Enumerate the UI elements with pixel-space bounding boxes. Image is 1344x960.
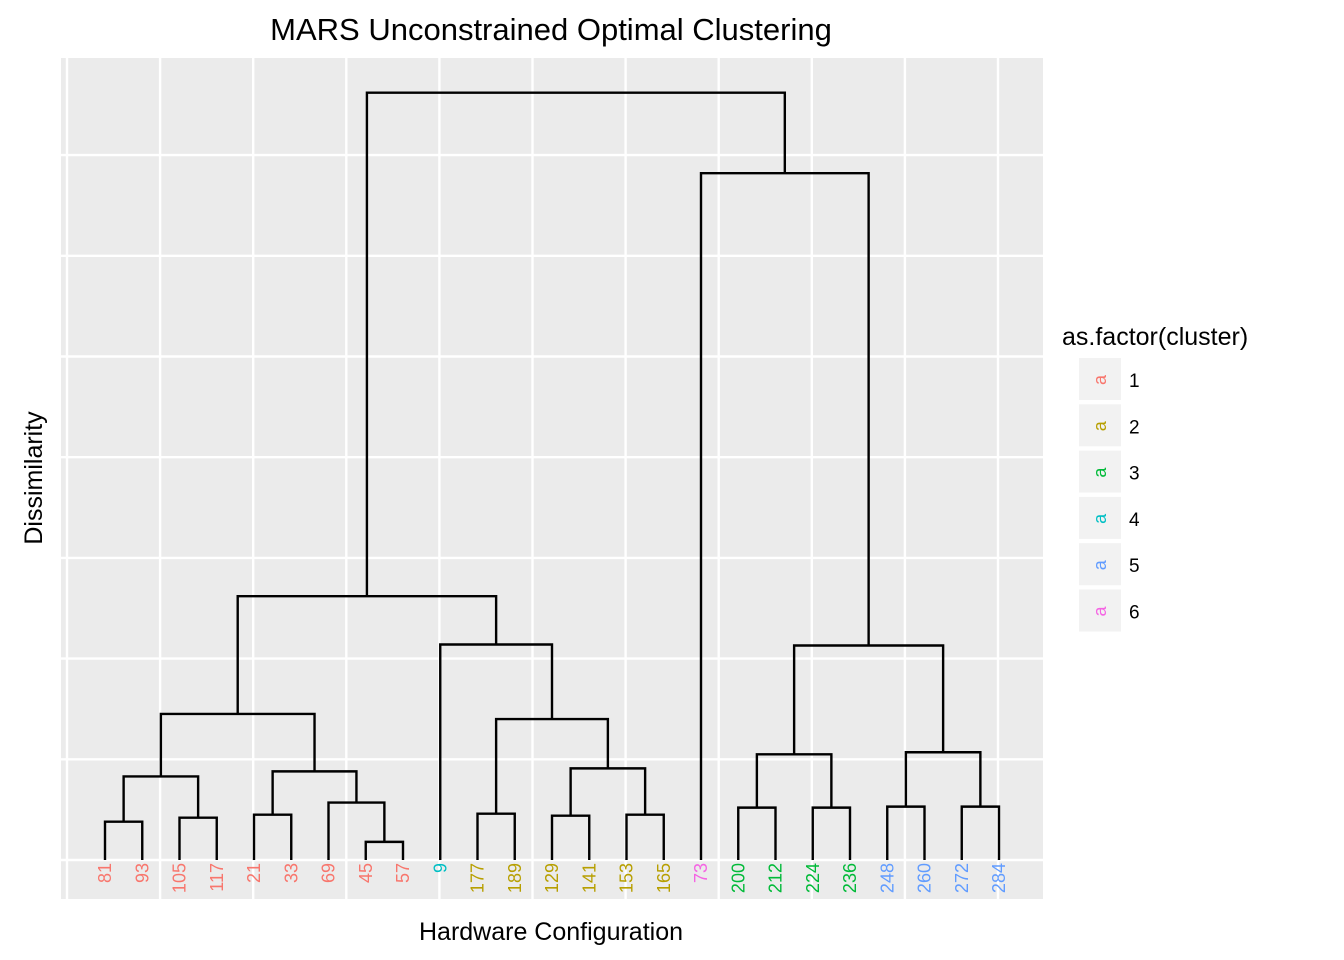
leaf-label: 93 — [132, 863, 152, 883]
leaf-label: 248 — [877, 863, 897, 893]
chart-title: MARS Unconstrained Optimal Clustering — [270, 12, 832, 47]
leaf-label: 57 — [393, 863, 413, 883]
legend-key-glyph: a — [1090, 606, 1110, 617]
legend-label: 5 — [1129, 556, 1140, 577]
legend-key-glyph: a — [1090, 513, 1110, 524]
leaf-label: 69 — [319, 863, 339, 883]
legend-key — [1079, 496, 1121, 539]
leaf-label: 212 — [766, 863, 786, 893]
legend-key — [1079, 358, 1121, 400]
legend-entries: a 1 a 2 a 3 a 4 a 5 a 6 — [1079, 358, 1140, 632]
leaf-label: 73 — [691, 863, 711, 883]
leaf-label: 117 — [207, 863, 227, 892]
legend-key — [1079, 543, 1121, 586]
leaf-label: 224 — [803, 863, 823, 893]
legend-label: 1 — [1129, 371, 1140, 392]
leaf-label: 153 — [617, 863, 637, 893]
leaf-label: 236 — [840, 863, 860, 893]
legend-label: 4 — [1129, 510, 1140, 531]
dendrogram-branch — [365, 91, 787, 597]
legend-key-glyph: a — [1090, 559, 1110, 570]
x-axis-title: Hardware Configuration — [419, 918, 683, 946]
leaf-labels: 81 93 105 117 21 33 69 45 57 9 177 189 129 141 153 165 7… — [95, 863, 1009, 893]
leaf-label: 165 — [654, 863, 674, 893]
legend-key-glyph: a — [1090, 374, 1110, 385]
legend: as.factor(cluster) a 1 a 2 a 3 a 4 a 5 a 6 — [1062, 323, 1248, 632]
leaf-label: 9 — [430, 863, 450, 873]
leaf-label: 129 — [542, 863, 562, 893]
leaf-label: 33 — [281, 863, 301, 883]
leaf-label: 272 — [952, 863, 972, 893]
legend-key — [1079, 450, 1121, 493]
legend-key-glyph: a — [1090, 420, 1110, 431]
leaf-label: 81 — [95, 863, 115, 883]
legend-key — [1079, 404, 1121, 447]
leaf-label: 200 — [728, 863, 748, 893]
leaf-label: 21 — [244, 863, 264, 883]
legend-label: 3 — [1129, 464, 1140, 485]
plot-panel — [61, 58, 1043, 899]
legend-label: 6 — [1129, 603, 1140, 624]
leaf-label: 105 — [170, 863, 190, 893]
leaf-label: 45 — [356, 863, 376, 883]
leaf-label: 284 — [989, 863, 1009, 893]
dendrogram-branches — [103, 91, 1001, 860]
legend-key-glyph: a — [1090, 467, 1110, 478]
legend-key — [1079, 589, 1121, 632]
leaf-label: 260 — [915, 863, 935, 893]
legend-label: 2 — [1129, 417, 1140, 438]
leaf-label: 189 — [505, 863, 525, 893]
y-axis-title: Dissimilarity — [20, 411, 48, 545]
legend-title: as.factor(cluster) — [1062, 323, 1248, 351]
leaf-label: 141 — [579, 863, 599, 893]
leaf-label: 177 — [468, 863, 488, 893]
